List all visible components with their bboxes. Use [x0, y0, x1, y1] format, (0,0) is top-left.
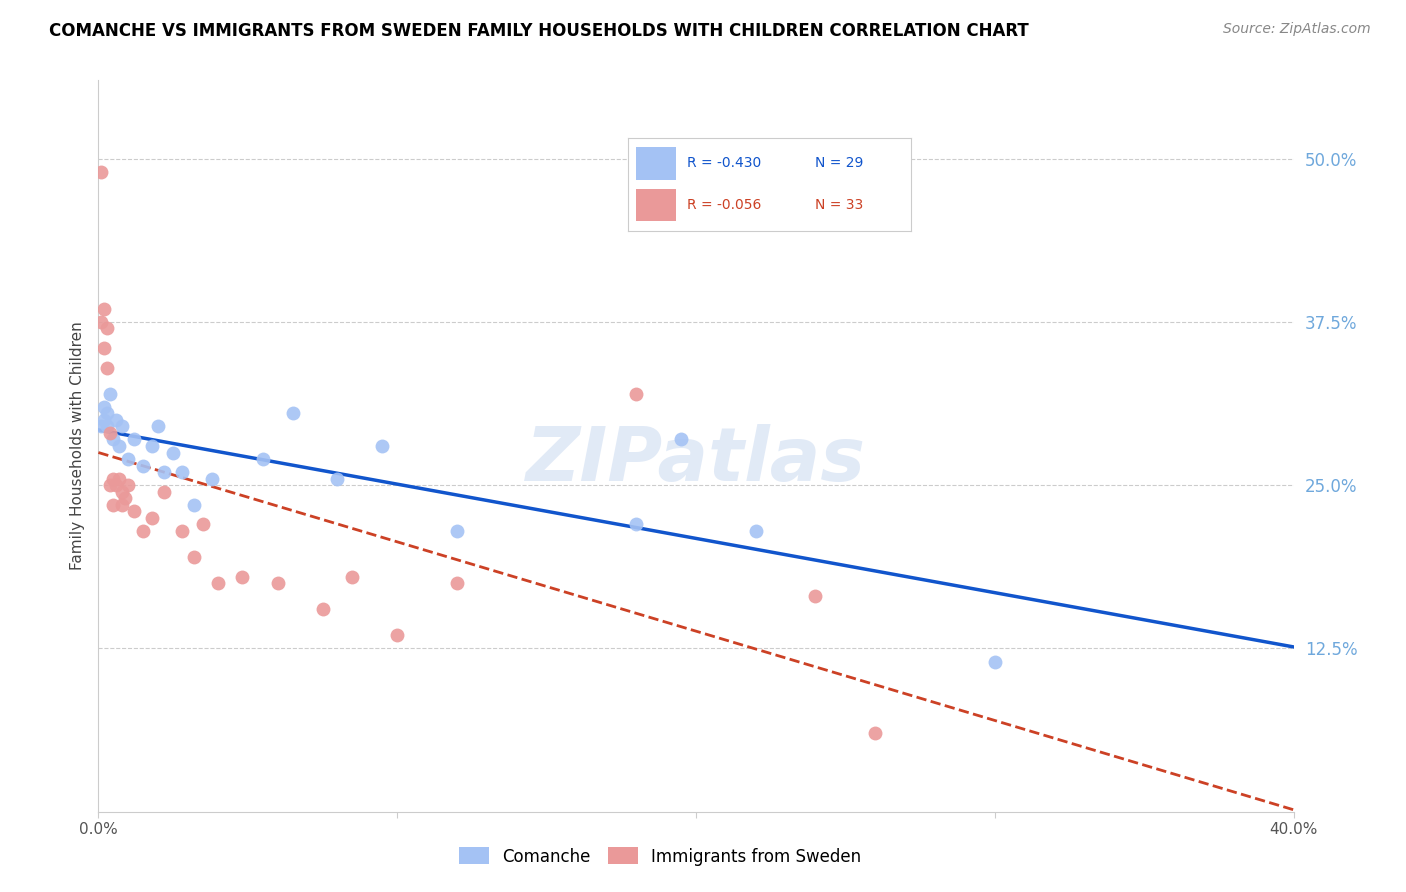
Point	[183, 549, 205, 564]
Legend: Comanche, Immigrants from Sweden: Comanche, Immigrants from Sweden	[460, 847, 860, 865]
Bar	[637, 147, 676, 179]
Point	[385, 628, 409, 642]
Point	[117, 478, 139, 492]
Text: N = 29: N = 29	[815, 156, 863, 170]
Point	[626, 517, 648, 532]
Point	[111, 419, 134, 434]
Point	[96, 321, 118, 335]
Point	[108, 439, 131, 453]
Point	[98, 386, 122, 401]
Text: COMANCHE VS IMMIGRANTS FROM SWEDEN FAMILY HOUSEHOLDS WITH CHILDREN CORRELATION C: COMANCHE VS IMMIGRANTS FROM SWEDEN FAMIL…	[49, 22, 1029, 40]
Point	[446, 576, 468, 591]
Y-axis label: Family Households with Children: Family Households with Children	[69, 322, 84, 570]
Point	[93, 301, 115, 316]
Point	[281, 406, 304, 420]
Point	[745, 524, 768, 538]
Point	[446, 524, 468, 538]
Point	[90, 315, 112, 329]
Text: Source: ZipAtlas.com: Source: ZipAtlas.com	[1223, 22, 1371, 37]
Point	[191, 517, 214, 532]
Point	[804, 589, 827, 603]
Point	[141, 439, 163, 453]
Point	[267, 576, 290, 591]
Point	[103, 433, 125, 447]
Point	[103, 498, 125, 512]
Point	[124, 504, 146, 518]
Point	[90, 419, 112, 434]
Point	[207, 576, 229, 591]
Point	[114, 491, 136, 506]
Point	[201, 472, 224, 486]
Point	[124, 433, 146, 447]
Point	[148, 419, 170, 434]
Text: N = 33: N = 33	[815, 198, 863, 212]
Point	[311, 602, 333, 616]
Point	[96, 406, 118, 420]
Point	[117, 452, 139, 467]
Point	[172, 524, 194, 538]
Point	[326, 472, 349, 486]
Point	[96, 360, 118, 375]
Point	[103, 472, 125, 486]
Point	[132, 524, 155, 538]
Point	[153, 484, 176, 499]
Point	[93, 413, 115, 427]
Point	[111, 484, 134, 499]
Point	[111, 498, 134, 512]
Point	[162, 445, 184, 459]
Point	[153, 465, 176, 479]
Point	[669, 433, 692, 447]
Point	[865, 726, 887, 740]
Point	[105, 478, 128, 492]
Point	[342, 569, 364, 583]
Point	[141, 511, 163, 525]
Point	[626, 386, 648, 401]
Point	[93, 400, 115, 414]
Text: R = -0.056: R = -0.056	[688, 198, 762, 212]
Point	[98, 425, 122, 440]
Point	[93, 341, 115, 355]
Text: ZIPatlas: ZIPatlas	[526, 424, 866, 497]
Text: R = -0.430: R = -0.430	[688, 156, 762, 170]
Point	[132, 458, 155, 473]
Point	[96, 419, 118, 434]
Point	[984, 655, 1007, 669]
Point	[231, 569, 253, 583]
Point	[98, 478, 122, 492]
Point	[371, 439, 394, 453]
Point	[252, 452, 274, 467]
Bar	[637, 189, 676, 221]
Point	[90, 164, 112, 178]
Point	[108, 472, 131, 486]
Point	[183, 498, 205, 512]
Point	[172, 465, 194, 479]
Point	[105, 413, 128, 427]
